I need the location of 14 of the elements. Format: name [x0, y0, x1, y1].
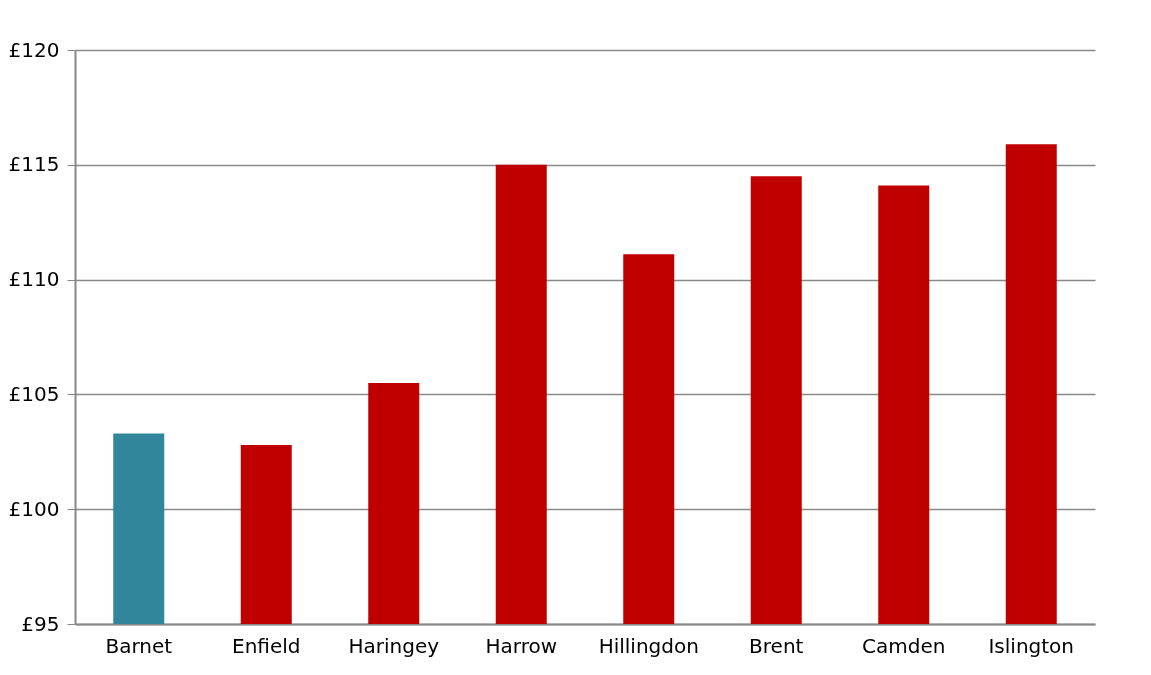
x-tick-label: Brent: [749, 633, 804, 658]
y-tick-label: £110: [8, 267, 60, 292]
y-tick-label: £115: [8, 152, 60, 177]
x-tick-label: Islington: [988, 633, 1075, 658]
x-tick-label: Hillingdon: [598, 633, 699, 658]
y-tick-label: £105: [8, 381, 60, 406]
y-tick-label: £95: [21, 611, 60, 636]
y-tick-label: £120: [8, 37, 60, 62]
x-tick-label: Haringey: [348, 633, 440, 658]
x-tick-label: Enfield: [232, 633, 301, 658]
x-tick-label: Barnet: [105, 633, 173, 658]
x-tick-label: Camden: [862, 633, 946, 658]
y-tick-label: £100: [8, 496, 60, 521]
x-tick-label: Harrow: [485, 633, 558, 658]
